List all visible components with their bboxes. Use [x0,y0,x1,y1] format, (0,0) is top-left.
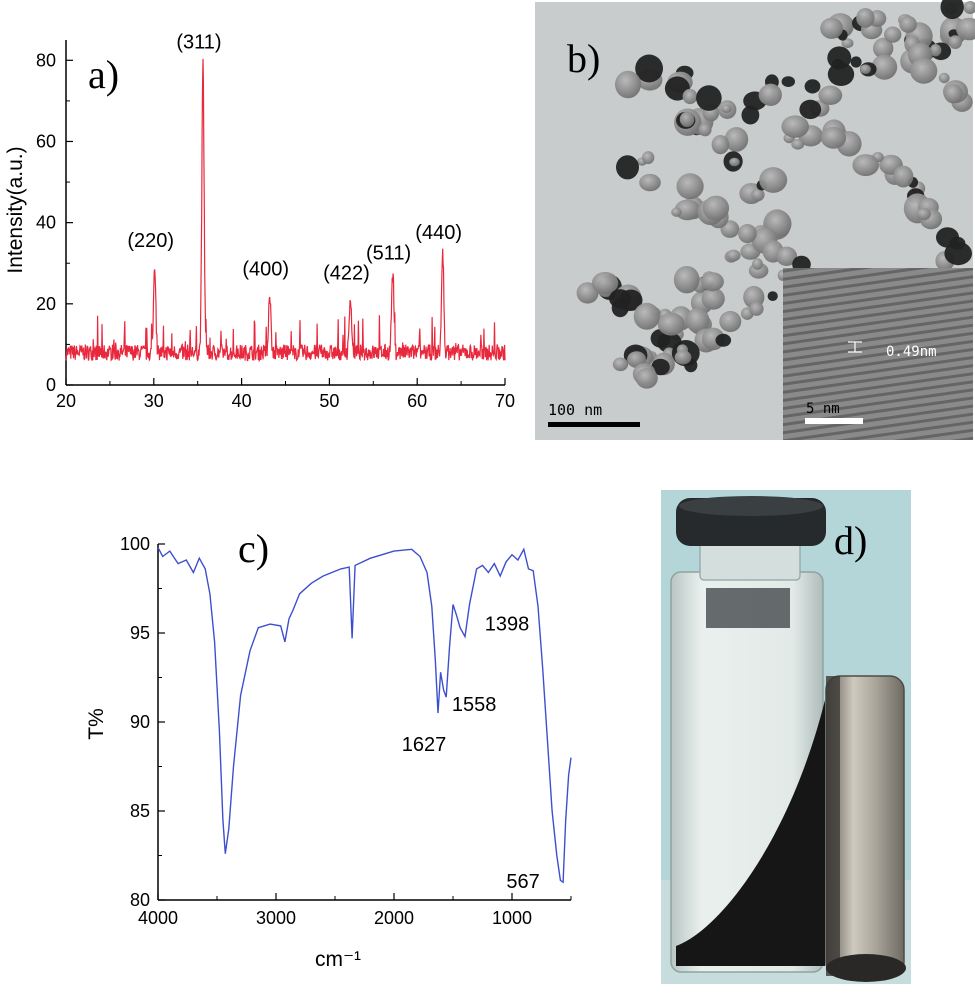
xrd-ylabel: Intensity(a.u.) [4,146,27,273]
panel-b-label: b) [567,36,600,81]
ftir-peak-label: 1398 [485,614,530,636]
ftir-y-tick-label: 100 [120,534,150,554]
ftir-y-tick-label: 90 [130,712,150,732]
ftir-y-tick-label: 95 [130,623,150,643]
xrd-x-tick-label: 30 [144,391,164,411]
xrd-axes [65,40,506,386]
xrd-peak-labels: (220) (311) (400) (422)(511)(440) [127,31,462,284]
hrtem-fringes [783,268,973,440]
inset-scale-bar [805,418,863,424]
xrd-series-line [65,58,506,363]
xrd-x-tick-label: 40 [232,391,252,411]
ftir-xlabel: cm⁻¹ [315,948,361,971]
xrd-y-tick-label: 80 [36,50,56,70]
ftir-peak-label: 1558 [452,694,497,716]
ftir-ylabel: T% [85,708,108,740]
ftir-series-line [157,547,572,884]
d-spacing-label: 0.49nm [886,344,937,360]
xrd-peak-label: (422) [323,263,370,285]
ftir-tick-labels: 4000 3000 2000 1000 80 85 90 95 100 [120,534,532,928]
panel-c-label: c) [238,526,269,571]
panel-a-label: a) [88,52,119,97]
ftir-x-tick-label: 4000 [138,908,178,928]
xrd-x-tick-label: 20 [56,391,76,411]
xrd-y-tick-label: 60 [36,131,56,151]
main-scale-bar [548,422,640,427]
ftir-peak-label: 1627 [402,734,447,756]
vial-photo-panel: d) [661,490,911,984]
nanoparticle-grains [576,0,975,389]
ftir-peak-label: 567 [506,871,539,893]
magnetic-sediment [676,700,825,966]
xrd-peak-label: (511) [366,242,411,264]
ftir-axes [157,543,572,901]
tem-image-panel: 0.49nm 5 nm 100 nm b) [535,0,975,440]
xrd-x-tick-label: 70 [495,391,515,411]
ftir-y-tick-label: 85 [130,801,150,821]
xrd-peak-label: (311) [176,31,221,53]
ftir-x-tick-label: 3000 [256,908,296,928]
panel-d-label: d) [834,518,867,563]
xrd-y-tick-label: 20 [36,294,56,314]
ftir-x-tick-label: 1000 [492,908,532,928]
main-scale-label: 100 nm [548,401,602,419]
xrd-y-tick-label: 0 [46,375,56,395]
ftir-chart: c) 4000 3000 2000 1000 80 85 90 95 100 1398 15581… [85,526,572,971]
hrtem-inset: 0.49nm 5 nm [783,268,973,440]
xrd-y-tick-label: 40 [36,213,56,233]
xrd-peak-label: (220) [127,230,174,252]
ftir-y-tick-label: 80 [130,890,150,910]
xrd-x-tick-label: 50 [319,391,339,411]
ftir-x-tick-label: 2000 [374,908,414,928]
inset-scale-label: 5 nm [806,401,840,417]
xrd-x-tick-label: 60 [407,391,427,411]
xrd-peak-label: (400) [242,259,289,281]
xrd-peak-label: (440) [415,222,462,244]
